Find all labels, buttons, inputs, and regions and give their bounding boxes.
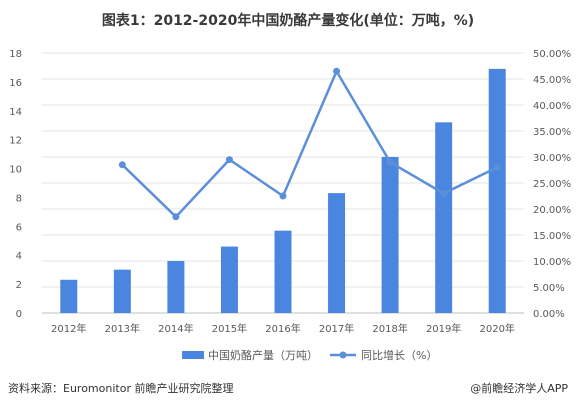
- bar: [488, 68, 506, 313]
- right-tick-label: 10.00%: [533, 257, 571, 268]
- line-point: [333, 67, 341, 75]
- right-axis-ticks: 0.00% 5.00% 10.00% 15.00% 20.00% 25.00% 30.00%…: [533, 49, 571, 320]
- bar: [220, 246, 238, 313]
- line-series: [118, 67, 501, 221]
- right-tick-label: 35.00%: [533, 127, 571, 138]
- left-tick-label: 8: [16, 193, 22, 204]
- left-tick-label: 4: [16, 251, 22, 262]
- bar: [167, 261, 185, 313]
- x-axis-ticks: 2012年 2013年 2014年 2015年 2016年 2017年 2018年 2019年…: [51, 322, 515, 335]
- right-tick-label: 45.00%: [533, 75, 571, 86]
- line-point: [440, 189, 448, 197]
- bar: [328, 193, 346, 313]
- left-tick-label: 10: [9, 165, 22, 176]
- bar: [435, 122, 453, 313]
- line-point: [118, 161, 126, 169]
- x-tick-label: 2013年: [105, 322, 140, 335]
- line-point: [172, 213, 180, 221]
- right-tick-label: 0.00%: [533, 309, 565, 320]
- footer: 资料来源：Euromonitor 前瞻产业研究院整理 @前瞻经济学人APP: [0, 380, 576, 402]
- bar: [60, 279, 78, 313]
- right-tick-label: 40.00%: [533, 101, 571, 112]
- x-tick-label: 2015年: [212, 322, 247, 335]
- legend-line-label: 同比增长（%）: [361, 348, 437, 362]
- line-point: [225, 156, 233, 164]
- source-note: 资料来源：Euromonitor 前瞻产业研究院整理: [8, 382, 234, 395]
- left-tick-label: 14: [9, 107, 22, 118]
- x-tick-label: 2018年: [372, 322, 407, 335]
- right-tick-label: 5.00%: [533, 283, 565, 294]
- left-tick-label: 16: [9, 78, 22, 89]
- x-tick-label: 2014年: [158, 322, 193, 335]
- right-tick-label: 30.00%: [533, 153, 571, 164]
- legend: 中国奶酪产量（万吨） 同比增长（%）: [182, 348, 437, 362]
- left-tick-label: 18: [9, 49, 22, 60]
- legend-bar-label: 中国奶酪产量（万吨）: [208, 348, 318, 362]
- brand-note: @前瞻经济学人APP: [470, 382, 568, 395]
- line-point: [279, 192, 287, 200]
- left-axis-ticks: 0 2 4 6 8 10 12 14 16 18: [9, 49, 22, 320]
- x-tick-label: 2017年: [319, 322, 354, 335]
- x-tick-label: 2012年: [51, 322, 86, 335]
- right-tick-label: 50.00%: [533, 49, 571, 60]
- x-tick-label: 2016年: [265, 322, 300, 335]
- bar-series: [60, 68, 506, 313]
- bar: [113, 269, 131, 313]
- x-tick-label: 2019年: [426, 322, 461, 335]
- right-tick-label: 25.00%: [533, 179, 571, 190]
- x-tick-label: 2020年: [479, 322, 514, 335]
- legend-bar-swatch: [182, 351, 204, 359]
- line-point: [386, 158, 394, 166]
- growth-line: [121, 68, 498, 219]
- right-tick-label: 20.00%: [533, 205, 571, 216]
- legend-line-marker: [339, 351, 347, 359]
- bar: [381, 157, 399, 313]
- chart-title: 图表1：2012-2020年中国奶酪产量变化(单位：万吨，%): [101, 13, 475, 29]
- left-tick-label: 2: [16, 280, 22, 291]
- line-point: [493, 163, 501, 171]
- right-tick-label: 15.00%: [533, 231, 571, 242]
- left-tick-label: 6: [16, 222, 22, 233]
- bar: [274, 230, 292, 313]
- left-tick-label: 12: [9, 136, 22, 147]
- left-tick-label: 0: [16, 309, 22, 320]
